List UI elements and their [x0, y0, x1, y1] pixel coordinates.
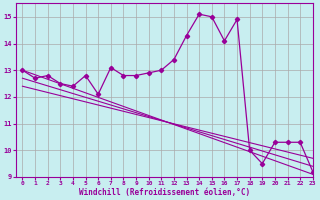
X-axis label: Windchill (Refroidissement éolien,°C): Windchill (Refroidissement éolien,°C) — [79, 188, 250, 197]
